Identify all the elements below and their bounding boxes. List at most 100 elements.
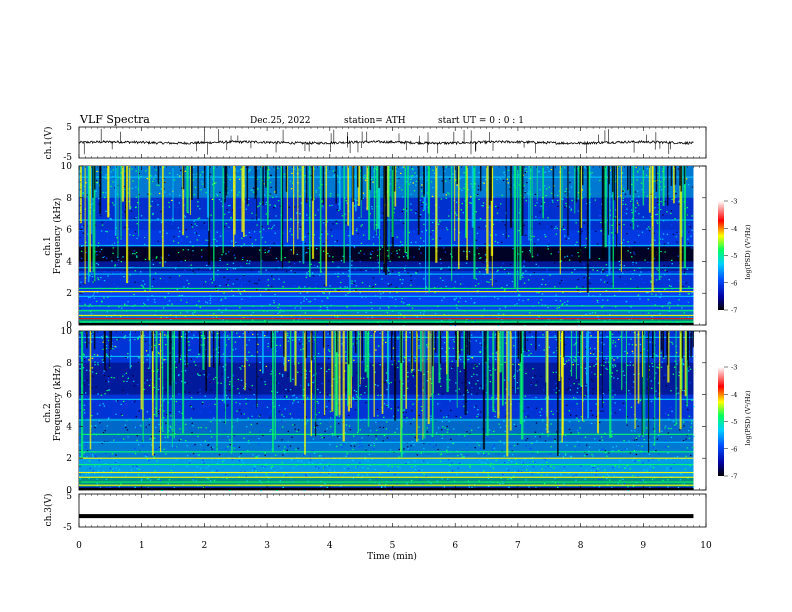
spec-speckle — [273, 278, 275, 280]
spec-speckle — [522, 410, 525, 412]
spec-sferic — [648, 166, 651, 213]
spec-speckle — [336, 240, 339, 242]
spec-speckle — [676, 456, 679, 458]
spec-speckle — [544, 171, 546, 173]
spec-speckle — [460, 359, 462, 361]
spec-speckle — [392, 347, 395, 349]
spec-speckle — [473, 302, 475, 304]
spec-speckle — [352, 298, 354, 301]
spec-speckle — [420, 452, 422, 454]
spec-speckle — [226, 263, 229, 265]
spec-speckle — [540, 408, 543, 410]
spec-speckle — [420, 406, 423, 408]
spec-speckle — [526, 412, 528, 415]
spec-speckle — [432, 186, 434, 189]
spec-speckle — [636, 334, 639, 336]
spec-speckle — [359, 260, 361, 263]
spec-speckle — [330, 417, 332, 419]
spec-speckle — [422, 178, 424, 180]
spec-speckle — [564, 343, 566, 346]
spec-speckle — [81, 224, 83, 226]
spec-speckle — [352, 396, 354, 399]
spec-speckle — [383, 434, 386, 437]
spec-speckle — [419, 285, 421, 287]
spec-speckle — [601, 449, 603, 451]
spec-speckle — [530, 382, 532, 384]
spec-speckle — [465, 454, 468, 456]
spec-speckle — [431, 378, 433, 380]
spec-speckle — [406, 446, 409, 448]
spec-speckle — [657, 198, 659, 201]
spec-speckle — [543, 201, 545, 204]
spec-speckle — [419, 199, 421, 201]
spec-speckle — [91, 371, 94, 373]
spec-speckle — [506, 468, 508, 470]
spec-speckle — [382, 212, 384, 214]
spec-speckle — [490, 234, 492, 236]
spec-speckle — [448, 215, 450, 217]
spec-speckle — [267, 284, 270, 287]
spec-dark-gap — [489, 166, 491, 206]
spec-speckle — [672, 296, 675, 298]
spec-speckle — [281, 439, 283, 441]
spec-speckle — [504, 288, 506, 290]
spec-speckle — [131, 168, 133, 170]
spec-speckle — [248, 231, 251, 234]
spec-speckle — [100, 300, 103, 302]
spec-speckle — [309, 175, 312, 177]
spec-speckle — [449, 464, 451, 467]
spec-speckle — [602, 359, 605, 362]
spec-speckle — [116, 243, 118, 246]
spec-sferic — [404, 166, 406, 253]
spec-speckle — [630, 183, 633, 185]
spec-speckle — [85, 435, 88, 437]
spec-speckle — [269, 247, 271, 249]
spec-speckle — [102, 470, 105, 473]
spec-speckle — [590, 378, 593, 380]
spec-speckle — [516, 381, 519, 384]
spec-speckle — [554, 482, 557, 484]
spec-speckle — [146, 478, 148, 480]
spec-speckle — [225, 308, 227, 310]
spec-speckle — [98, 459, 101, 461]
spec-speckle — [564, 256, 566, 258]
spec-speckle — [655, 354, 657, 356]
spec-speckle — [361, 437, 363, 439]
spec-speckle — [274, 204, 276, 206]
freq-tick-label: 8 — [66, 194, 72, 204]
spec-speckle — [495, 333, 497, 335]
spec-speckle — [621, 388, 624, 390]
spec-sferic — [129, 166, 131, 210]
spec-speckle — [415, 272, 417, 274]
spec-speckle — [389, 319, 391, 321]
spec-speckle — [82, 232, 85, 234]
spec-dark-gap — [581, 166, 584, 186]
spec-speckle — [400, 241, 402, 243]
spec-speckle — [505, 415, 507, 417]
spec-speckle — [92, 294, 94, 296]
spec-speckle — [578, 378, 580, 381]
spec-speckle — [478, 239, 481, 241]
spec-speckle — [382, 381, 385, 383]
spec-speckle — [486, 459, 488, 461]
spec-speckle — [390, 408, 392, 410]
spec-speckle — [578, 420, 580, 422]
spec-speckle — [658, 316, 660, 319]
spec-speckle — [630, 406, 633, 408]
spec-sferic — [505, 166, 507, 239]
spec-speckle — [422, 240, 425, 242]
spec-speckle — [337, 436, 339, 438]
spec-speckle — [577, 167, 579, 169]
spec-speckle — [324, 430, 326, 432]
spec-speckle — [610, 375, 613, 378]
spec-speckle — [212, 183, 214, 185]
spec-speckle — [323, 222, 325, 224]
spec-speckle — [440, 410, 442, 412]
spec-speckle — [517, 470, 520, 472]
spec-speckle — [215, 397, 217, 399]
spec-speckle — [447, 479, 449, 481]
spec-speckle — [409, 178, 412, 181]
spec-speckle — [537, 302, 540, 304]
spec-speckle — [167, 304, 170, 306]
spec-speckle — [204, 337, 206, 339]
